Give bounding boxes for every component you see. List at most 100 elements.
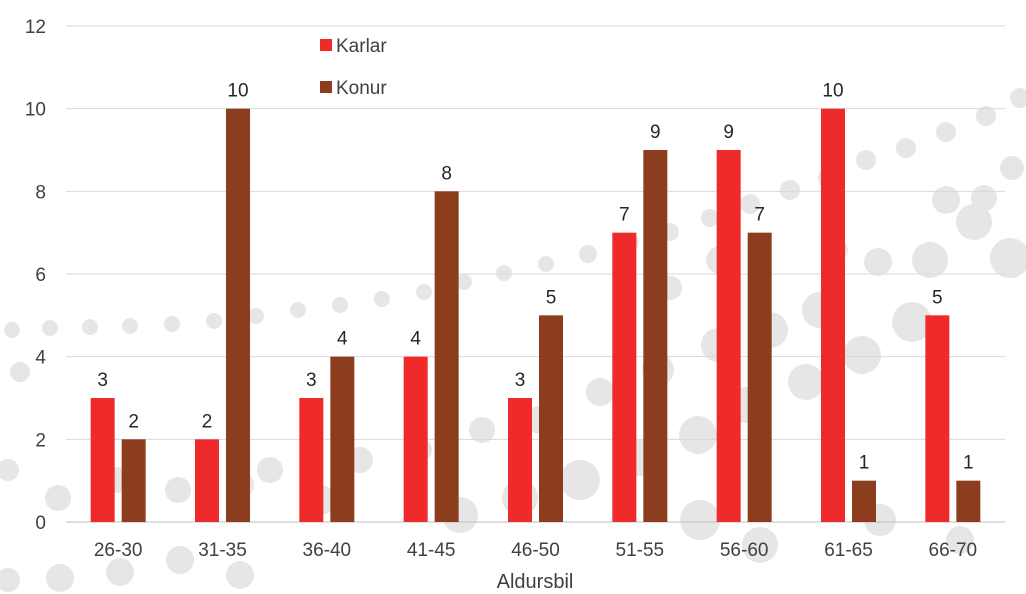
x-tick-label: 41-45	[407, 540, 456, 561]
decor-dot	[257, 457, 283, 483]
decor-dot	[679, 416, 717, 454]
bar-konur	[226, 108, 250, 523]
data-label: 1	[859, 453, 870, 474]
y-tick-label: 12	[25, 17, 46, 38]
decor-dot	[1010, 88, 1026, 108]
decor-dot	[560, 460, 600, 500]
data-label: 8	[441, 163, 452, 184]
bar-karlar	[821, 108, 845, 523]
data-label: 4	[410, 329, 421, 350]
data-label: 5	[546, 287, 557, 308]
bar-karlar	[90, 398, 115, 522]
bars	[90, 108, 981, 523]
x-tick-label: 26-30	[94, 540, 143, 561]
bar-karlar	[195, 439, 219, 522]
decor-dot	[46, 564, 74, 592]
decor-dot	[843, 336, 881, 374]
decor-dot	[742, 527, 778, 563]
data-label: 3	[97, 370, 108, 391]
decor-dot	[332, 297, 348, 313]
x-tick-label: 46-50	[511, 540, 560, 561]
x-axis-title: Aldursbil	[497, 571, 574, 593]
decor-dot	[82, 319, 98, 335]
decor-dot	[4, 322, 20, 338]
bar-konur	[747, 232, 772, 522]
bar-konur	[330, 356, 355, 522]
decor-dot	[956, 204, 992, 240]
y-tick-label: 8	[35, 182, 46, 203]
decor-dot	[990, 238, 1026, 278]
y-tick-label: 2	[35, 430, 46, 451]
decor-dot	[680, 500, 720, 540]
y-axis-ticks: 0 2 4 6 8 10 12	[25, 17, 47, 534]
decor-dot	[42, 320, 58, 336]
bar-konur	[643, 150, 668, 522]
legend-swatch-konur	[320, 81, 332, 93]
data-label: 7	[619, 205, 630, 226]
bar-karlar	[403, 356, 428, 522]
decor-dot	[780, 180, 800, 200]
data-label: 3	[515, 370, 526, 391]
decor-dot	[586, 378, 614, 406]
decor-dot	[122, 318, 138, 334]
decor-dot	[932, 186, 960, 214]
y-tick-label: 0	[35, 513, 46, 534]
decor-dot	[290, 302, 306, 318]
decor-dot	[946, 526, 974, 554]
bar-konur	[434, 191, 459, 523]
y-tick-label: 4	[35, 348, 46, 369]
x-tick-label: 51-55	[616, 540, 665, 561]
bar-karlar	[299, 398, 324, 522]
decor-dot	[469, 417, 495, 443]
x-tick-label: 61-65	[824, 540, 873, 561]
bar-konur	[539, 315, 563, 522]
decor-dot	[788, 364, 824, 400]
decor-dot	[45, 485, 71, 511]
bar-konur	[956, 480, 981, 522]
x-tick-label: 36-40	[303, 540, 352, 561]
x-axis-ticks: 26-30 31-35 36-40 41-45 46-50 51-55 56-60 61-65…	[94, 540, 977, 561]
decor-dot	[912, 242, 948, 278]
data-label: 3	[306, 370, 317, 391]
decor-dot	[164, 316, 180, 332]
data-label: 5	[932, 287, 943, 308]
data-label: 10	[822, 81, 843, 102]
decor-dot	[10, 362, 30, 382]
data-label: 1	[963, 453, 974, 474]
decor-dot	[701, 209, 719, 227]
decor-dot	[248, 308, 264, 324]
decor-dot	[106, 558, 134, 586]
decor-dot	[496, 265, 512, 281]
legend: Karlar Konur	[320, 36, 387, 99]
bar-karlar	[508, 398, 532, 522]
decor-dot	[538, 256, 554, 272]
data-label: 10	[227, 81, 248, 102]
data-label: 9	[650, 122, 661, 143]
decor-dot	[579, 245, 597, 263]
decor-dot	[226, 561, 254, 589]
data-label: 2	[202, 411, 213, 432]
x-tick-label: 56-60	[720, 540, 769, 561]
bar-karlar	[925, 315, 950, 522]
legend-label-karlar: Karlar	[336, 36, 387, 57]
y-tick-label: 6	[35, 265, 46, 286]
legend-swatch-karlar	[320, 39, 332, 51]
data-label: 9	[723, 122, 734, 143]
decor-dot	[206, 313, 222, 329]
data-label: 4	[337, 329, 348, 350]
decor-dot	[456, 274, 472, 290]
decor-dot	[0, 568, 20, 592]
x-tick-label: 66-70	[929, 540, 978, 561]
legend-label-konur: Konur	[336, 78, 387, 99]
decor-dot	[740, 194, 760, 214]
data-label: 2	[128, 411, 139, 432]
x-tick-label: 31-35	[198, 540, 247, 561]
decor-dot	[1000, 156, 1024, 180]
decor-dot	[166, 546, 194, 574]
decor-dot	[892, 302, 932, 342]
decor-dot	[896, 138, 916, 158]
y-tick-label: 10	[25, 100, 46, 121]
decor-dot	[971, 185, 997, 211]
bar-konur	[852, 480, 876, 522]
